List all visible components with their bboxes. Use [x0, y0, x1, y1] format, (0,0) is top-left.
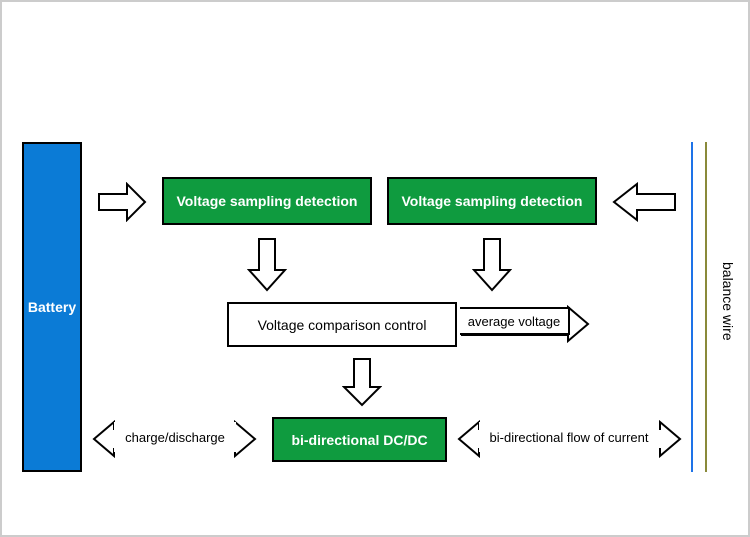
node-vcc: Voltage comparison control — [227, 302, 457, 347]
diagram-canvas: Battery Voltage sampling detection Volta… — [0, 0, 750, 537]
arrow-wire-vs2 — [612, 182, 677, 222]
node-vs2-label: Voltage sampling detection — [402, 193, 583, 209]
node-dcdc: bi-directional DC/DC — [272, 417, 447, 462]
node-vs1-label: Voltage sampling detection — [177, 193, 358, 209]
arrow-batt-vs1 — [97, 182, 147, 222]
node-vs1: Voltage sampling detection — [162, 177, 372, 225]
line-blue-wire — [691, 142, 693, 472]
arrow-vs1-vcc — [247, 237, 287, 292]
balance-wire-label: balance wire — [720, 262, 736, 341]
arrow-vs2-vcc — [472, 237, 512, 292]
node-vs2: Voltage sampling detection — [387, 177, 597, 225]
arrow-charge-label-box: charge/discharge — [114, 422, 236, 452]
arrow-biflow-label: bi-directional flow of current — [490, 430, 649, 445]
node-dcdc-label: bi-directional DC/DC — [291, 432, 427, 448]
arrow-avg-label: average voltage — [468, 314, 561, 329]
arrow-avg-label-box: average voltage — [460, 307, 570, 335]
arrow-charge-label: charge/discharge — [125, 430, 225, 445]
node-battery: Battery — [22, 142, 82, 472]
node-vcc-label: Voltage comparison control — [258, 317, 427, 333]
arrow-vcc-dcdc — [342, 357, 382, 407]
arrow-biflow-label-box: bi-directional flow of current — [479, 422, 659, 452]
line-olive-wire — [705, 142, 707, 472]
node-battery-label: Battery — [28, 299, 76, 315]
